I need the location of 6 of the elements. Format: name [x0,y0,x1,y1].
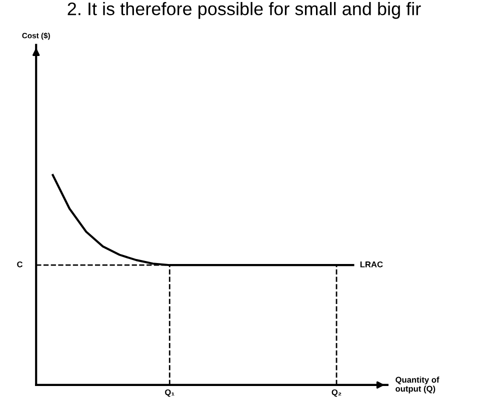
x-axis-title: Quantity of output (Q) [396,376,440,394]
series-label: LRAC [360,261,383,268]
x-tick-label: Q₂ [332,389,342,397]
text: 2. It is therefore possible for small and big fir [68,2,421,19]
x-tick-label: Q₁ [165,389,174,397]
ref-line-label: C [17,261,23,268]
